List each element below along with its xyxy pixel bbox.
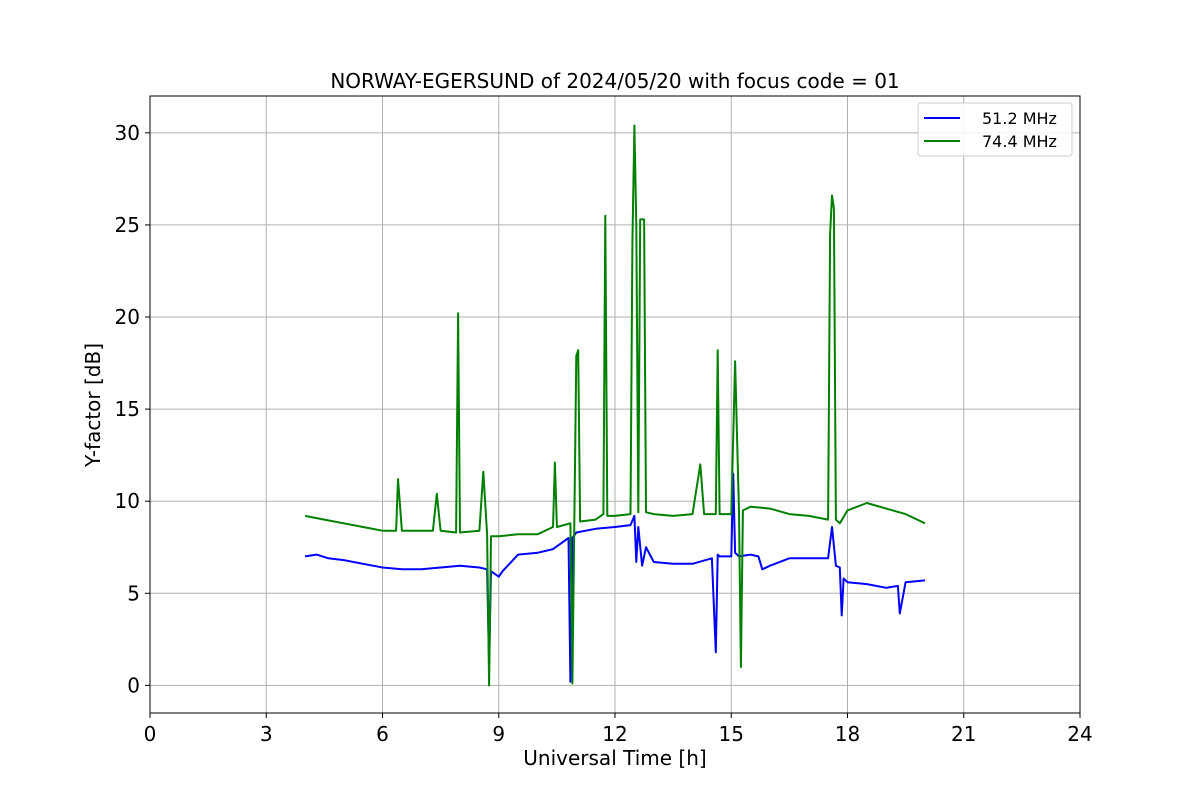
series-layer <box>304 124 926 687</box>
x-tick-label: 0 <box>144 722 157 746</box>
series-line-74-4-mhz <box>304 124 926 687</box>
ticks-layer: 0 3 6 9 12 15 18 21 24 0 5 10 15 20 25 30 <box>115 121 1093 746</box>
x-tick-label: 24 <box>1067 722 1092 746</box>
y-tick-label: 10 <box>115 489 140 513</box>
x-tick-label: 15 <box>719 722 744 746</box>
x-tick-label: 18 <box>835 722 860 746</box>
y-tick-label: 5 <box>127 581 140 605</box>
x-tick-label: 6 <box>376 722 389 746</box>
chart-title: NORWAY-EGERSUND of 2024/05/20 with focus… <box>330 69 899 93</box>
x-tick-label: 3 <box>260 722 273 746</box>
y-tick-label: 15 <box>115 397 140 421</box>
x-axis-label: Universal Time [h] <box>523 746 706 770</box>
x-tick-label: 21 <box>951 722 976 746</box>
y-tick-label: 30 <box>115 121 140 145</box>
legend: 51.2 MHz 74.4 MHz <box>917 102 1073 157</box>
y-tick-label: 25 <box>115 213 140 237</box>
y-tick-label: 20 <box>115 305 140 329</box>
x-tick-label: 9 <box>492 722 505 746</box>
legend-box <box>917 102 1073 157</box>
series-line-51-2-mhz <box>304 472 926 683</box>
legend-label-51-2-mhz: 51.2 MHz <box>982 109 1057 128</box>
y-axis-label: Y-factor [dB] <box>81 343 105 468</box>
y-tick-label: 0 <box>127 673 140 697</box>
x-tick-label: 12 <box>602 722 627 746</box>
legend-label-74-4-mhz: 74.4 MHz <box>982 132 1057 151</box>
